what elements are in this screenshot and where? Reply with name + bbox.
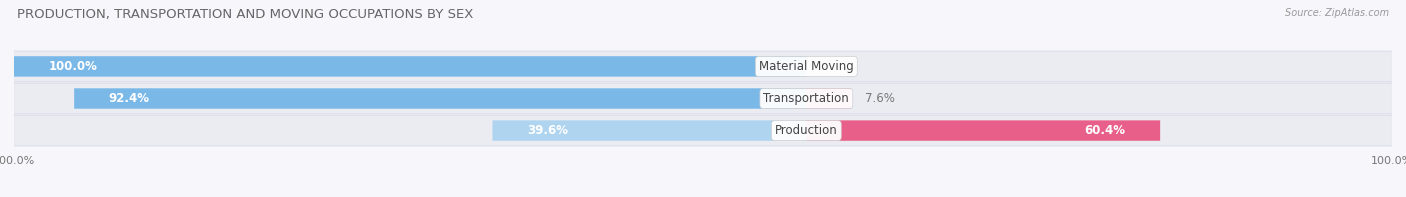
Text: Source: ZipAtlas.com: Source: ZipAtlas.com: [1285, 8, 1389, 18]
Legend: Male, Female: Male, Female: [643, 194, 763, 197]
Text: 92.4%: 92.4%: [108, 92, 149, 105]
FancyBboxPatch shape: [14, 56, 807, 77]
FancyBboxPatch shape: [75, 88, 807, 109]
Text: Transportation: Transportation: [763, 92, 849, 105]
Text: 100.0%: 100.0%: [49, 60, 97, 73]
Text: PRODUCTION, TRANSPORTATION AND MOVING OCCUPATIONS BY SEX: PRODUCTION, TRANSPORTATION AND MOVING OC…: [17, 8, 474, 21]
Text: 39.6%: 39.6%: [527, 124, 568, 137]
Text: Material Moving: Material Moving: [759, 60, 853, 73]
FancyBboxPatch shape: [806, 88, 851, 109]
Text: 7.6%: 7.6%: [865, 92, 894, 105]
FancyBboxPatch shape: [14, 51, 1392, 82]
Text: Production: Production: [775, 124, 838, 137]
FancyBboxPatch shape: [14, 83, 1392, 114]
FancyBboxPatch shape: [806, 120, 1160, 141]
FancyBboxPatch shape: [14, 115, 1392, 146]
FancyBboxPatch shape: [492, 120, 807, 141]
Text: 60.4%: 60.4%: [1084, 124, 1126, 137]
